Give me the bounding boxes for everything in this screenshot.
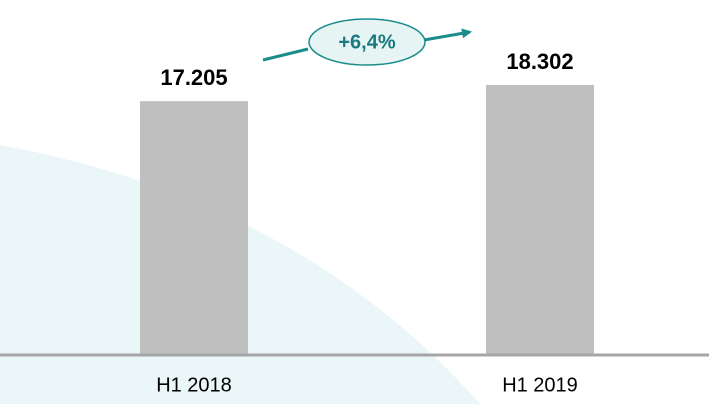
- annotation: +6,4%: [338, 31, 395, 53]
- value-label: 17.205: [160, 65, 227, 90]
- x-tick-label: H1 2018: [156, 374, 232, 396]
- bar: [140, 101, 248, 356]
- arrow-right: [423, 28, 472, 42]
- arrow-left: [262, 47, 309, 62]
- plot: 17.205 H1 2018 18.302 H1 2019: [140, 49, 594, 396]
- x-tick-label: H1 2019: [502, 374, 578, 396]
- bar: [486, 85, 594, 355]
- value-label: 18.302: [506, 49, 573, 74]
- annotation-bubble: [308, 18, 426, 66]
